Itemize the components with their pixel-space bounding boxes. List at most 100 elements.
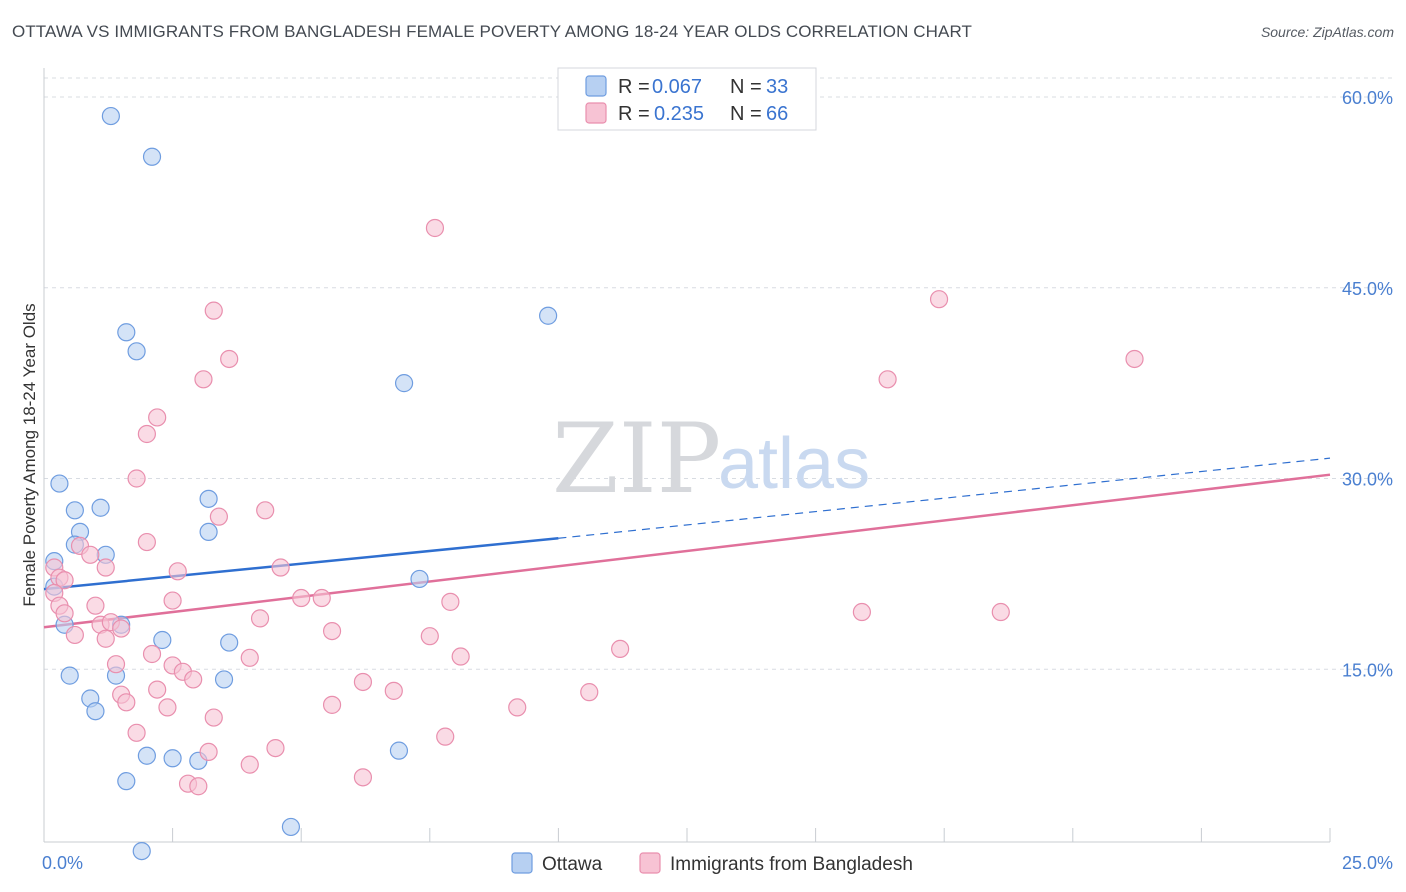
bangladesh-point-62 — [929, 290, 949, 309]
ottawa-point-28 — [281, 817, 301, 837]
y-tick-label-2: 45.0% — [1342, 279, 1393, 299]
bangladesh-point-56 — [451, 647, 470, 666]
bangladesh-point-13 — [112, 619, 131, 638]
ottawa-point-3 — [65, 501, 84, 520]
bangladesh-point-54 — [425, 218, 445, 238]
ottawa-point-22 — [127, 342, 146, 361]
bangladesh-point-23 — [142, 644, 162, 664]
bangladesh-point-17 — [117, 693, 136, 712]
bangladesh-point-58 — [580, 683, 599, 702]
series-legend-label-ottawa: Ottawa — [542, 854, 603, 875]
bangladesh-point-41 — [256, 501, 275, 520]
ottawa-point-32 — [389, 741, 409, 760]
gridlines — [44, 77, 1392, 670]
ottawa-trend-extension — [558, 457, 1331, 539]
bangladesh-point-27 — [163, 591, 182, 610]
y-axis-label: Female Poverty Among 18-24 Year Olds — [20, 303, 39, 606]
ottawa-point-12 — [60, 666, 79, 685]
ottawa-point-25 — [163, 749, 182, 768]
bangladesh-point-49 — [353, 672, 373, 692]
ottawa-point-30 — [394, 374, 414, 393]
legend-r-value-ottawa: 0.067 — [652, 76, 702, 98]
series-legend: Ottawa Immigrants from Bangladesh — [511, 852, 913, 875]
ottawa-trend-line — [43, 537, 559, 591]
legend-n-value-bangladesh: 66 — [766, 103, 788, 125]
bangladesh-point-32 — [189, 777, 208, 796]
legend-n-value-ottawa: 33 — [766, 76, 788, 98]
bangladesh-point-31 — [184, 670, 203, 689]
x-tick-label-max: 25.0% — [1342, 853, 1393, 873]
bangladesh-point-37 — [204, 301, 223, 320]
bangladesh-point-47 — [322, 621, 342, 641]
bangladesh-point-2 — [55, 571, 74, 590]
legend-r-value-bangladesh: 0.235 — [654, 103, 704, 125]
bangladesh-point-33 — [199, 742, 218, 762]
ottawa-point-31 — [539, 306, 558, 325]
bangladesh-point-59 — [611, 639, 630, 659]
ottawa-point-19 — [214, 670, 234, 689]
ottawa-point-24 — [137, 746, 156, 765]
bangladesh-point-52 — [420, 627, 439, 646]
series-legend-label-bangladesh: Immigrants from Bangladesh — [670, 854, 913, 875]
ottawa-point-1 — [142, 147, 162, 166]
axes — [43, 68, 1331, 843]
bangladesh-point-25 — [158, 698, 177, 717]
bangladesh-point-43 — [240, 755, 259, 774]
legend-n-label-bangladesh: N = — [730, 103, 762, 125]
legend-swatch-ottawa — [585, 75, 607, 97]
bangladesh-point-18 — [127, 723, 146, 742]
ottawa-point-18 — [199, 489, 218, 508]
data-points — [45, 106, 1144, 861]
bangladesh-point-63 — [991, 602, 1010, 622]
bangladesh-point-42 — [271, 558, 290, 577]
series-legend-swatch-bangladesh — [639, 852, 661, 874]
bangladesh-point-40 — [250, 609, 270, 628]
watermark-zip: ZIP — [552, 403, 721, 515]
bangladesh-point-55 — [441, 592, 460, 611]
ottawa-point-17 — [199, 522, 218, 542]
bangladesh-point-21 — [137, 424, 156, 444]
bangladesh-point-10 — [86, 596, 105, 615]
bangladesh-point-50 — [353, 768, 373, 787]
bangladesh-point-57 — [508, 698, 527, 717]
bangladesh-point-34 — [204, 708, 223, 727]
trend-lines — [43, 457, 1331, 629]
bangladesh-point-38 — [220, 349, 239, 369]
correlation-legend: R = 0.067 N = 33 R = 0.235 N = 66 — [557, 67, 817, 131]
bangladesh-trend-line — [43, 473, 1331, 629]
legend-n-label-ottawa: N = — [730, 76, 762, 98]
source-credit: Source: ZipAtlas.com — [1260, 24, 1394, 40]
bangladesh-point-48 — [322, 695, 342, 714]
y-tick-label-3: 60.0% — [1342, 88, 1393, 108]
ottawa-point-16 — [153, 630, 172, 650]
ottawa-point-2 — [50, 474, 69, 493]
x-tick-label-min: 0.0% — [42, 853, 83, 873]
bangladesh-point-28 — [168, 562, 187, 581]
bangladesh-point-19 — [137, 532, 156, 552]
bangladesh-point-9 — [96, 558, 115, 577]
legend-r-label-ottawa: R = — [618, 76, 650, 98]
bangladesh-point-5 — [55, 604, 74, 623]
ottawa-point-29 — [410, 569, 429, 589]
bangladesh-point-22 — [148, 408, 167, 427]
bangladesh-point-46 — [312, 588, 331, 608]
ottawa-point-21 — [117, 323, 136, 342]
bangladesh-point-24 — [148, 680, 167, 699]
bangladesh-point-60 — [852, 602, 871, 622]
series-legend-swatch-ottawa — [511, 852, 533, 874]
watermark-atlas: atlas — [718, 424, 870, 504]
bangladesh-point-20 — [127, 469, 146, 488]
watermark: ZIP atlas — [552, 403, 870, 515]
ottawa-point-15 — [86, 702, 105, 721]
y-tick-labels: 15.0% 30.0% 45.0% 60.0% — [1342, 88, 1393, 680]
bangladesh-point-53 — [436, 727, 455, 746]
ottawa-point-27 — [132, 841, 151, 861]
bangladesh-point-64 — [1125, 349, 1144, 369]
bangladesh-point-61 — [878, 370, 897, 389]
bangladesh-point-8 — [81, 545, 100, 564]
bangladesh-point-15 — [106, 655, 126, 674]
chart-title: OTTAWA VS IMMIGRANTS FROM BANGLADESH FEM… — [12, 22, 973, 41]
bangladesh-point-6 — [65, 625, 84, 645]
ottawa-point-23 — [117, 772, 136, 791]
